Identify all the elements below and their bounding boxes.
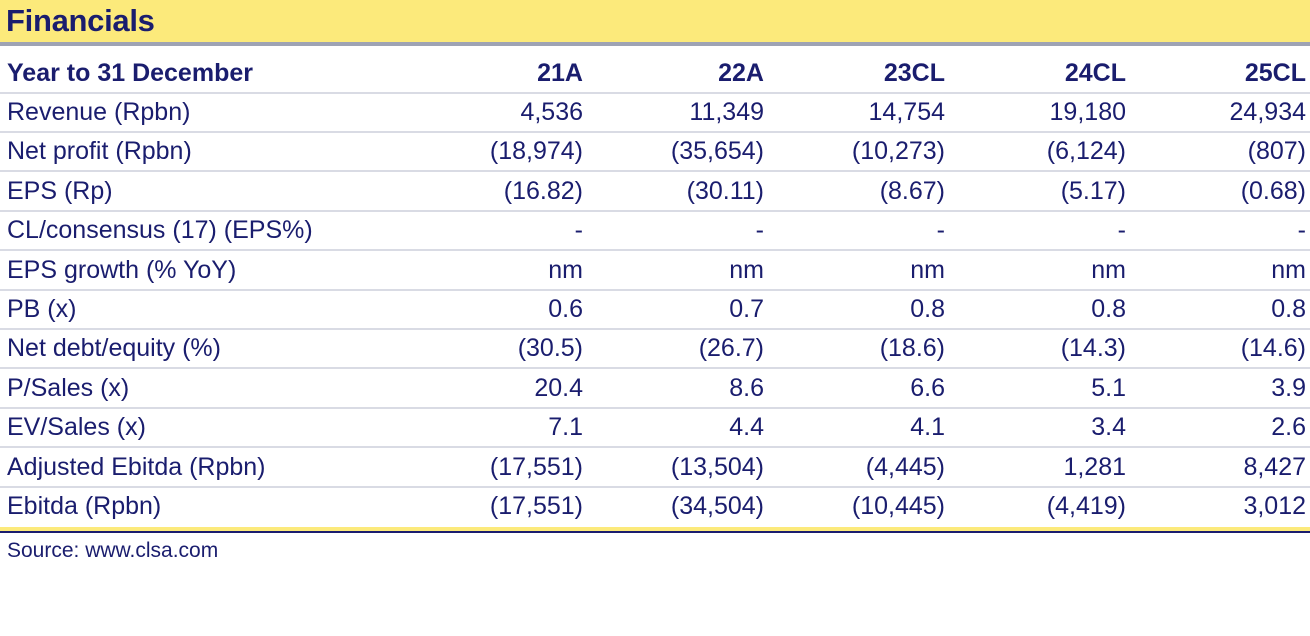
table-row: P/Sales (x) 20.4 8.6 6.6 5.1 3.9 — [0, 370, 1310, 409]
row-value: (16.82) — [503, 177, 583, 205]
row-value: (5.17) — [1060, 177, 1126, 205]
table-row: Ebitda (Rpbn) (17,551) (34,504) (10,445) (4,… — [0, 488, 1310, 527]
row-value: - — [755, 216, 764, 244]
table-row: PB (x) 0.6 0.7 0.8 0.8 0.8 — [0, 291, 1310, 330]
row-value: 0.8 — [1271, 295, 1306, 323]
column-header-24cl: 24CL — [1064, 59, 1126, 87]
row-value: (10,445) — [851, 492, 945, 520]
row-value: 0.7 — [729, 295, 764, 323]
row-value: 14,754 — [868, 98, 945, 126]
row-value: 4.1 — [910, 413, 945, 441]
row-value: 6.6 — [910, 374, 945, 402]
row-value: 20.4 — [534, 374, 583, 402]
row-value: (807) — [1247, 137, 1306, 165]
table-row: CL/consensus (17) (EPS%) - - - - - — [0, 212, 1310, 251]
title-bar: Financials — [0, 0, 1310, 46]
row-value: (30.11) — [686, 177, 764, 205]
row-value: 19,180 — [1049, 98, 1126, 126]
row-label: Net debt/equity (%) — [7, 334, 221, 362]
row-value: - — [1117, 216, 1126, 244]
row-value: (18,974) — [489, 137, 583, 165]
row-label: EPS growth (% YoY) — [7, 256, 237, 284]
row-label: PB (x) — [7, 295, 77, 323]
row-value: - — [574, 216, 583, 244]
row-value: (0.68) — [1240, 177, 1306, 205]
row-value: 2.6 — [1271, 413, 1306, 441]
row-value: (8.67) — [879, 177, 945, 205]
row-value: (26.7) — [698, 334, 764, 362]
row-value: (35,654) — [670, 137, 764, 165]
row-value: 7.1 — [548, 413, 583, 441]
row-label: CL/consensus (17) (EPS%) — [7, 216, 313, 244]
table-bottom-rule — [0, 527, 1310, 533]
row-value: 11,349 — [689, 98, 764, 126]
row-value: (17,551) — [489, 492, 583, 520]
row-label: Net profit (Rpbn) — [7, 137, 192, 165]
row-value: (6,124) — [1046, 137, 1126, 165]
row-value: 4.4 — [729, 413, 764, 441]
row-value: - — [936, 216, 945, 244]
row-value: (17,551) — [489, 453, 583, 481]
header-label: Year to 31 December — [7, 59, 253, 87]
row-label: Revenue (Rpbn) — [7, 98, 191, 126]
table-title: Financials — [6, 3, 155, 38]
row-value: - — [1297, 216, 1306, 244]
row-value: 3,012 — [1243, 492, 1306, 520]
row-value: nm — [729, 256, 764, 284]
header-row: Year to 31 December 21A 22A 23CL 24CL 25… — [0, 54, 1310, 94]
row-value: 3.4 — [1091, 413, 1126, 441]
table-row: EPS growth (% YoY) nm nm nm nm nm — [0, 252, 1310, 291]
row-label: Adjusted Ebitda (Rpbn) — [7, 453, 266, 481]
row-value: (18.6) — [879, 334, 945, 362]
row-label: EV/Sales (x) — [7, 413, 146, 441]
row-value: 0.6 — [548, 295, 583, 323]
row-label: Ebitda (Rpbn) — [7, 492, 162, 520]
row-value: (13,504) — [670, 453, 764, 481]
table-row: Net profit (Rpbn) (18,974) (35,654) (10,273… — [0, 133, 1310, 172]
column-header-21a: 21A — [537, 59, 583, 87]
row-label: P/Sales (x) — [7, 374, 130, 402]
row-value: (10,273) — [851, 137, 945, 165]
row-value: 3.9 — [1271, 374, 1306, 402]
row-value: 5.1 — [1091, 374, 1126, 402]
row-value: nm — [1091, 256, 1126, 284]
row-value: 8.6 — [729, 374, 764, 402]
row-value: (30.5) — [517, 334, 583, 362]
source-note: Source: www.clsa.com — [7, 539, 219, 562]
table-row: Revenue (Rpbn) 4,536 11,349 14,754 19,180 24,… — [0, 94, 1310, 133]
table-row: Net debt/equity (%) (30.5) (26.7) (18.6) (14… — [0, 330, 1310, 369]
row-value: (34,504) — [670, 492, 764, 520]
row-value: 24,934 — [1229, 98, 1306, 126]
column-header-22a: 22A — [718, 59, 764, 87]
row-value: 0.8 — [1091, 295, 1126, 323]
row-value: 1,281 — [1063, 453, 1126, 481]
column-header-23cl: 23CL — [883, 59, 945, 87]
row-label: EPS (Rp) — [7, 177, 113, 205]
row-value: (4,445) — [865, 453, 945, 481]
table-row: EV/Sales (x) 7.1 4.4 4.1 3.4 2.6 — [0, 409, 1310, 448]
row-value: nm — [1271, 256, 1306, 284]
row-value: (14.6) — [1240, 334, 1306, 362]
row-value: (14.3) — [1060, 334, 1126, 362]
row-value: 8,427 — [1243, 453, 1306, 481]
row-value: 0.8 — [910, 295, 945, 323]
row-value: (4,419) — [1046, 492, 1126, 520]
row-value: nm — [548, 256, 583, 284]
column-header-25cl: 25CL — [1244, 59, 1306, 87]
table-row: EPS (Rp) (16.82) (30.11) (8.67) (5.17) (0.68) — [0, 173, 1310, 212]
table-row: Adjusted Ebitda (Rpbn) (17,551) (13,504) (4… — [0, 449, 1310, 488]
row-value: 4,536 — [520, 98, 583, 126]
row-value: nm — [910, 256, 945, 284]
